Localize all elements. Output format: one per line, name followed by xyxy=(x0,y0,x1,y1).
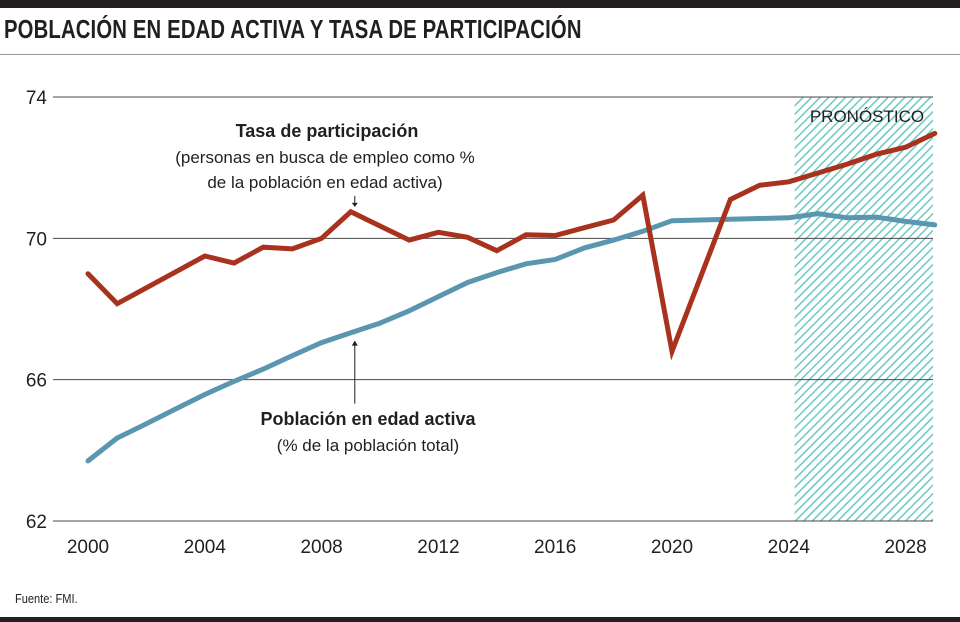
x-tick-label: 2016 xyxy=(534,537,576,558)
y-tick-label: 74 xyxy=(26,88,48,109)
x-tick-label: 2000 xyxy=(67,537,109,558)
participation-sublabel-1: (personas en busca de empleo como % xyxy=(175,148,475,167)
participation-rate-line xyxy=(85,130,938,361)
participation-sublabel-2: de la población en edad activa) xyxy=(207,173,442,192)
working-age-arrow-head xyxy=(351,340,358,346)
forecast-region xyxy=(794,97,933,521)
x-tick-label: 2012 xyxy=(417,537,459,558)
x-tick-label: 2024 xyxy=(768,537,811,558)
x-tick-label: 2008 xyxy=(300,537,342,558)
x-tick-label: 2020 xyxy=(651,537,693,558)
participation-arrow-head xyxy=(351,202,358,207)
x-tick-label: 2028 xyxy=(884,537,926,558)
title-divider xyxy=(0,54,960,55)
working-age-population-line xyxy=(85,211,938,464)
forecast-label: PRONÓSTICO xyxy=(810,107,924,126)
chart-title: POBLACIÓN EN EDAD ACTIVA Y TASA DE PARTI… xyxy=(4,14,582,44)
y-tick-label: 70 xyxy=(26,229,47,250)
top-bar xyxy=(0,0,960,8)
y-tick-label: 66 xyxy=(26,371,47,392)
x-tick-label: 2004 xyxy=(184,537,227,558)
y-tick-label: 62 xyxy=(26,512,47,533)
participation-label: Tasa de participación xyxy=(236,121,419,141)
working-age-label: Población en edad activa xyxy=(260,409,476,429)
working-age-sublabel: (% de la población total) xyxy=(277,436,459,455)
source-note: Fuente: FMI. xyxy=(15,591,78,606)
bottom-bar xyxy=(0,617,960,622)
